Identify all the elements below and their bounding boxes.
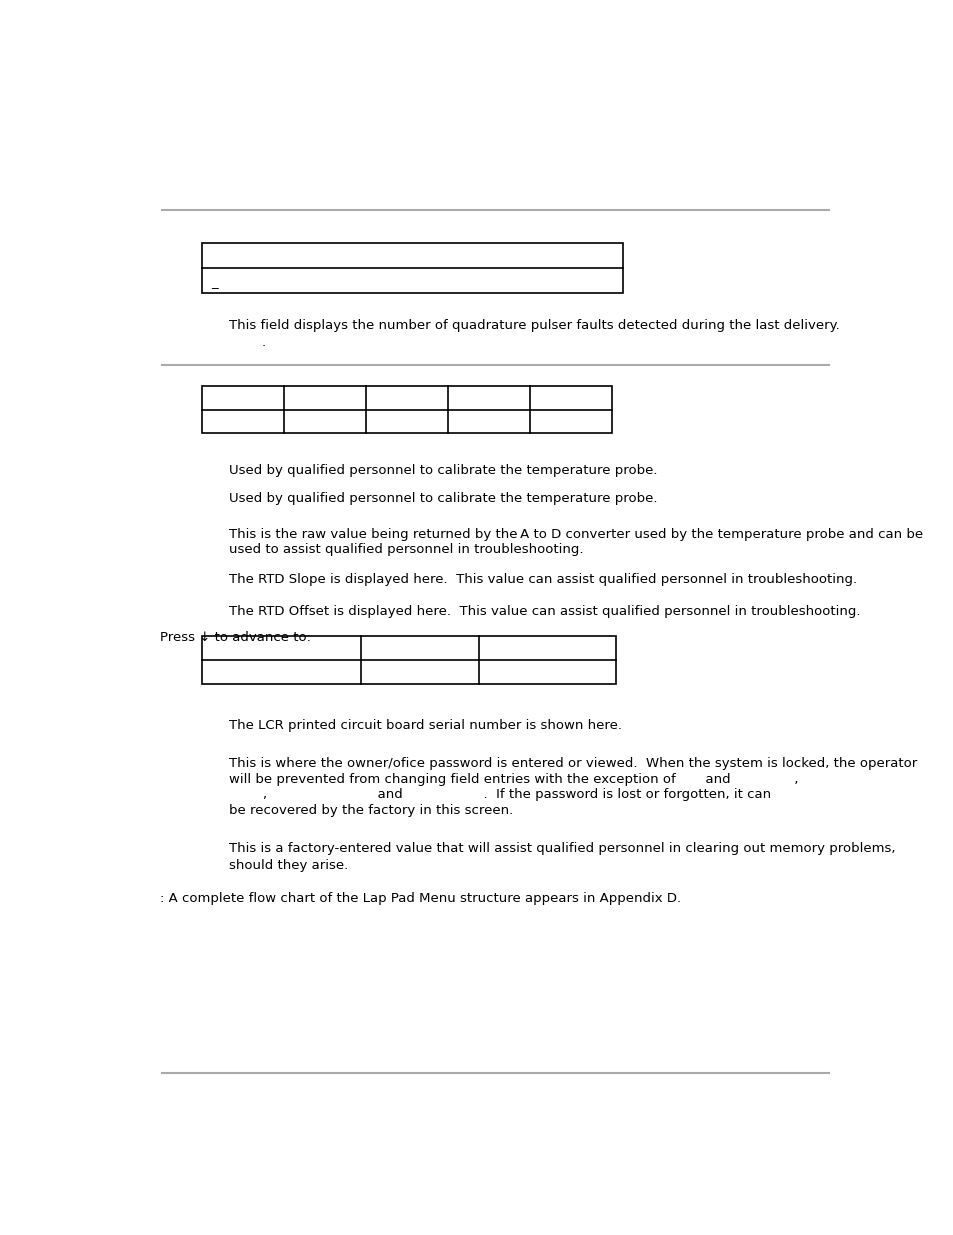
Text: The LCR printed circuit board serial number is shown here.: The LCR printed circuit board serial num…: [229, 719, 621, 732]
Text: ,                          and                   .  If the password is lost or f: , and . If the password is lost or f: [229, 788, 770, 802]
Text: should they arise.: should they arise.: [229, 858, 348, 872]
Bar: [202, 385, 612, 433]
Text: The RTD Offset is displayed here.  This value can assist qualified personnel in : The RTD Offset is displayed here. This v…: [229, 605, 860, 618]
Text: This is the raw value being returned by the A to D converter used by the tempera: This is the raw value being returned by …: [229, 527, 922, 541]
Bar: [202, 636, 616, 684]
Text: will be prevented from changing field entries with the exception of       and   : will be prevented from changing field en…: [229, 773, 798, 785]
Text: The RTD Slope is displayed here.  This value can assist qualified personnel in t: The RTD Slope is displayed here. This va…: [229, 573, 856, 587]
Text: .: .: [262, 336, 266, 348]
Text: This field displays the number of quadrature pulser faults detected during the l: This field displays the number of quadra…: [229, 320, 839, 332]
Text: This is a factory-entered value that will assist qualified personnel in clearing: This is a factory-entered value that wil…: [229, 842, 894, 856]
Text: : A complete flow chart of the Lap Pad Menu structure appears in Appendix D.: : A complete flow chart of the Lap Pad M…: [160, 892, 680, 905]
Text: Used by qualified personnel to calibrate the temperature probe.: Used by qualified personnel to calibrate…: [229, 464, 657, 477]
Text: This is where the owner/ofice password is entered or viewed.  When the system is: This is where the owner/ofice password i…: [229, 757, 916, 769]
Bar: [202, 243, 623, 293]
Text: _: _: [211, 277, 217, 289]
Text: used to assist qualified personnel in troubleshooting.: used to assist qualified personnel in tr…: [229, 543, 582, 556]
Text: be recovered by the factory in this screen.: be recovered by the factory in this scre…: [229, 804, 513, 818]
Text: Used by qualified personnel to calibrate the temperature probe.: Used by qualified personnel to calibrate…: [229, 493, 657, 505]
Text: Press ↓ to advance to:: Press ↓ to advance to:: [160, 631, 311, 645]
